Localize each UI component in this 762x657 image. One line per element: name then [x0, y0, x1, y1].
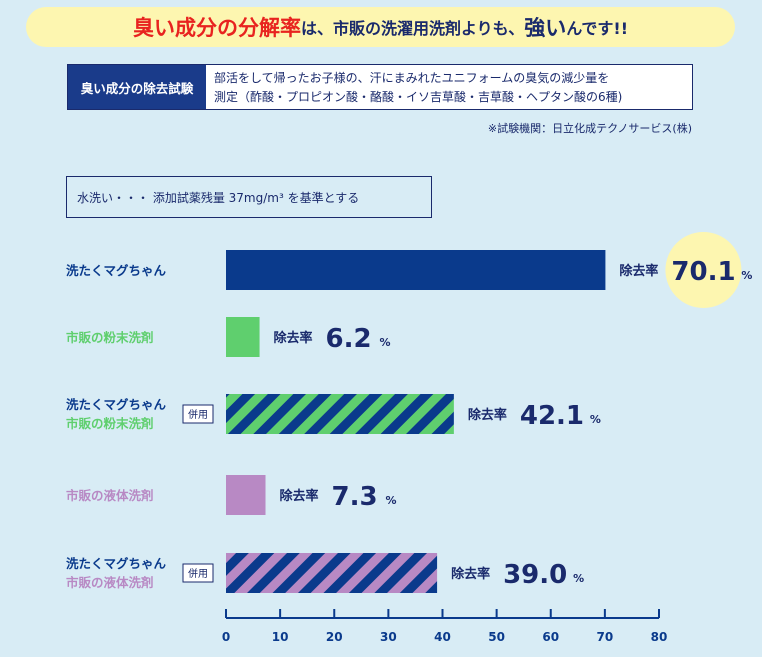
bar — [226, 394, 454, 434]
bar-label: 市販の液体洗剤 — [66, 488, 154, 503]
x-tick-label: 50 — [488, 630, 505, 644]
x-tick-label: 70 — [597, 630, 614, 644]
value-prefix: 除去率 — [451, 566, 490, 582]
value-label: 7.3 — [332, 482, 378, 512]
test-info-box: 臭い成分の除去試験 部活をして帰ったお子様の、汗にまみれたユニフォームの臭気の減… — [67, 64, 693, 110]
x-tick-label: 0 — [222, 630, 230, 644]
test-desc-line1: 部活をして帰ったお子様の、汗にまみれたユニフォームの臭気の減少量を — [214, 71, 610, 85]
x-tick-label: 30 — [380, 630, 397, 644]
baseline-note: 水洗い・・・ 添加試薬残量 37mg/m³ を基準とする — [66, 176, 432, 218]
x-tick-label: 80 — [651, 630, 668, 644]
bar-label: 市販の粉末洗剤 — [66, 330, 154, 345]
test-desc-line2: 測定（酢酸・プロピオン酸・酪酸・イソ吉草酸・吉草酸・ヘプタン酸の6種) — [214, 90, 623, 104]
value-unit: % — [573, 572, 584, 585]
x-tick-label: 60 — [542, 630, 559, 644]
test-label: 臭い成分の除去試験 — [68, 65, 206, 109]
x-tick-label: 10 — [272, 630, 289, 644]
x-tick-label: 40 — [434, 630, 451, 644]
x-tick-label: 20 — [326, 630, 343, 644]
bar-label: 市販の粉末洗剤 — [66, 416, 154, 431]
bar — [226, 317, 260, 357]
headline-banner: 臭い成分の分解率 は、市販の洗濯用洗剤よりも、 強い んです!! — [26, 7, 735, 47]
value-prefix: 除去率 — [468, 407, 507, 423]
value-label: 42.1 — [520, 401, 584, 431]
value-prefix: 除去率 — [280, 488, 319, 504]
bar — [226, 250, 606, 290]
value-label: 70.1 — [671, 257, 735, 287]
combo-tag-box — [182, 404, 214, 424]
headline-text: は、市販の洗濯用洗剤よりも、 — [301, 19, 525, 38]
bar — [226, 553, 438, 593]
value-unit: % — [590, 413, 601, 426]
value-label: 6.2 — [326, 324, 372, 354]
value-unit: % — [386, 494, 397, 507]
headline-strong: 強い — [524, 16, 567, 40]
headline-end: んです!! — [566, 19, 628, 38]
bar-label: 洗たくマグちゃん — [66, 556, 167, 571]
combo-tag: 併用 — [188, 408, 208, 421]
value-unit: % — [380, 336, 391, 349]
value-prefix: 除去率 — [274, 330, 313, 346]
value-unit: % — [741, 269, 752, 282]
bar-label: 洗たくマグちゃん — [66, 397, 167, 412]
bar — [226, 475, 266, 515]
value-prefix: 除去率 — [619, 263, 658, 279]
headline-emphasis: 臭い成分の分解率 — [133, 16, 301, 40]
combo-tag-box — [182, 563, 214, 583]
value-label: 39.0 — [503, 560, 567, 590]
bar-label: 市販の液体洗剤 — [66, 575, 154, 590]
bar-label: 洗たくマグちゃん — [66, 263, 167, 278]
combo-tag: 併用 — [188, 567, 208, 580]
test-description: 部活をして帰ったお子様の、汗にまみれたユニフォームの臭気の減少量を 測定（酢酸・… — [206, 65, 692, 109]
value-highlight — [665, 232, 742, 308]
source-note: ※試験機関：日立化成テクノサービス(株) — [487, 122, 692, 135]
